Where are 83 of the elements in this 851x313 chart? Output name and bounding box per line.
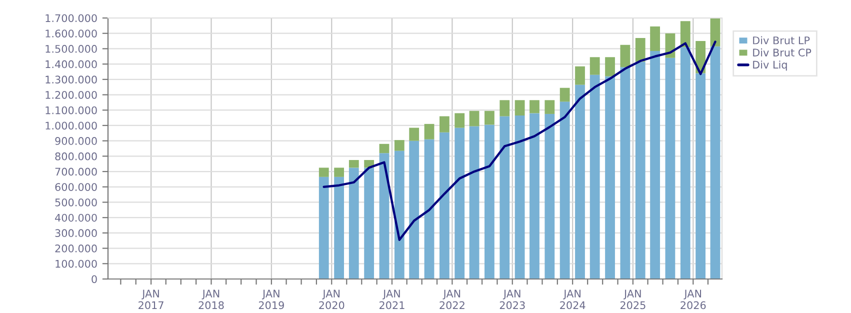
bar xyxy=(439,132,450,279)
bar xyxy=(530,113,540,279)
bar xyxy=(620,44,630,68)
bar xyxy=(469,110,480,126)
y-tick-label: 1.600.000 xyxy=(46,30,97,38)
bar xyxy=(334,176,344,279)
bar xyxy=(680,21,690,48)
x-tick-label: JAN 2020 xyxy=(319,290,344,310)
bar xyxy=(424,124,434,140)
bar xyxy=(484,110,494,125)
x-tick-label: JAN 2024 xyxy=(560,290,586,310)
bar xyxy=(379,153,390,279)
y-tick-label: 500.000 xyxy=(55,198,97,206)
legend-label: Div Brut LP xyxy=(753,36,810,44)
bar xyxy=(710,18,720,46)
x-tick-label: JAN 2022 xyxy=(440,290,464,310)
y-tick-label: 1.100.000 xyxy=(46,106,97,114)
bar xyxy=(620,67,630,279)
bar xyxy=(544,100,555,114)
bar xyxy=(710,46,720,279)
bar xyxy=(454,113,465,128)
bar xyxy=(379,144,390,154)
bar xyxy=(605,57,615,76)
bar xyxy=(409,128,420,141)
y-tick-label: 1.200.000 xyxy=(46,90,97,99)
bar xyxy=(500,100,510,116)
bar xyxy=(560,102,570,279)
bar xyxy=(605,76,615,279)
y-tick-label: 100.000 xyxy=(56,260,97,268)
bar xyxy=(544,114,555,279)
bar xyxy=(484,124,494,279)
line-series xyxy=(322,40,716,241)
y-tick-label: 1.700.000 xyxy=(46,14,97,22)
bar xyxy=(696,73,706,279)
x-tick-label: JAN 2025 xyxy=(620,290,646,310)
x-tick-label: JAN 2017 xyxy=(138,290,164,310)
bar xyxy=(560,88,570,102)
bar xyxy=(424,139,434,279)
bar xyxy=(348,168,359,279)
y-tick-label: 700.000 xyxy=(55,168,97,176)
bar xyxy=(680,47,690,279)
bar xyxy=(635,62,646,279)
bar xyxy=(500,116,510,279)
bar xyxy=(650,51,660,279)
y-tick-label: 1.000.000 xyxy=(46,122,97,130)
x-tick-label: JAN 2019 xyxy=(258,290,284,310)
y-tick-label: 1.500.000 xyxy=(46,44,97,53)
y-tick-label: 1.400.000 xyxy=(46,60,97,68)
bar xyxy=(364,168,374,279)
bar xyxy=(575,84,585,279)
x-tick-label: JAN 2018 xyxy=(198,290,224,310)
bar xyxy=(514,115,525,279)
bar xyxy=(394,150,404,279)
y-tick-label: 800.000 xyxy=(55,152,97,160)
y-tick-label: 200.000 xyxy=(55,244,97,252)
x-tick-label: JAN 2021 xyxy=(380,290,404,310)
bar xyxy=(575,66,585,85)
legend-label: Div Liq xyxy=(753,60,787,71)
bar xyxy=(394,140,404,151)
bar xyxy=(514,100,525,116)
bar xyxy=(469,126,480,279)
bar xyxy=(530,100,540,114)
y-tick-label: 600.000 xyxy=(55,183,97,191)
bar xyxy=(318,176,329,279)
bar xyxy=(650,26,660,52)
bar xyxy=(409,140,420,279)
y-tick-label: 900.000 xyxy=(55,137,97,145)
bar xyxy=(348,160,359,168)
x-tick-label: JAN 2023 xyxy=(500,290,525,310)
bar xyxy=(635,38,646,62)
bar xyxy=(590,74,600,279)
bar xyxy=(590,57,600,75)
y-tick-label: 1.300.000 xyxy=(46,76,97,84)
y-tick-label: 300.000 xyxy=(55,229,97,238)
bar xyxy=(439,116,450,132)
bar xyxy=(318,168,329,177)
x-tick-label: JAN 2026 xyxy=(680,290,706,310)
bar xyxy=(665,58,676,279)
y-tick-label: 0 xyxy=(92,275,97,284)
y-tick-label: 400.000 xyxy=(55,214,97,222)
legend-label: Div Brut CP xyxy=(753,48,812,56)
bar xyxy=(454,128,465,279)
bar xyxy=(334,168,344,177)
